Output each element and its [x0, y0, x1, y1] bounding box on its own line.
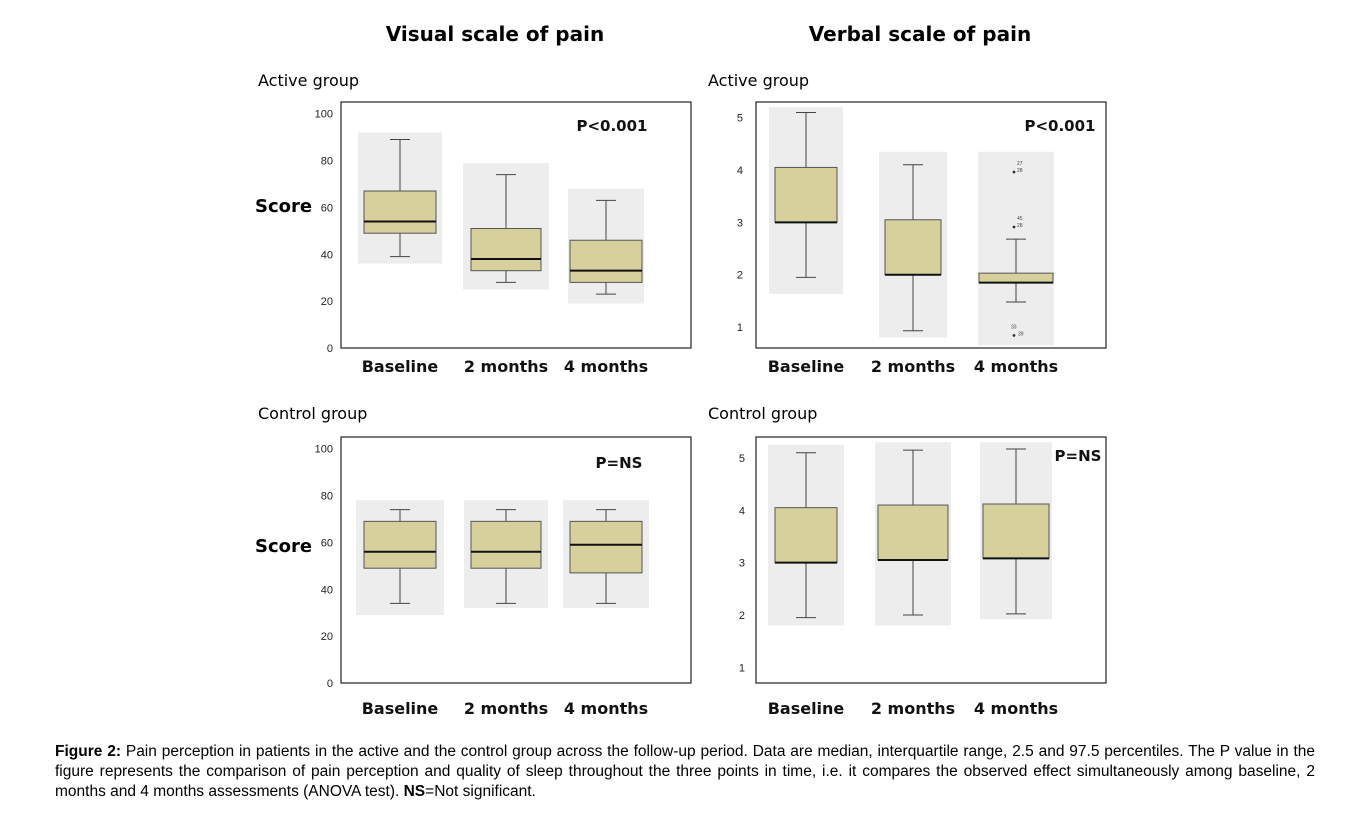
x-tick-label: 2 months [871, 357, 955, 376]
y-tick-label: 100 [315, 109, 333, 121]
plot-frame [340, 436, 692, 684]
y-tick-label: 0 [327, 678, 333, 690]
p-value-annotation: P=NS [1055, 447, 1102, 465]
caption-ns-label: NS [403, 783, 426, 800]
box-range-band [875, 442, 951, 626]
outlier-point [1012, 333, 1016, 337]
box-range-band [769, 107, 843, 295]
p-value-annotation: P=NS [596, 454, 643, 472]
y-tick-label: 4 [739, 505, 745, 517]
y-tick-label: 4 [737, 165, 743, 177]
y-tick-label: 2 [737, 270, 743, 282]
x-tick-label: 4 months [974, 357, 1058, 376]
x-tick-label: 4 months [564, 699, 648, 718]
outlier-label: 28 [1017, 168, 1023, 174]
box-range-band [463, 162, 549, 290]
y-tick-label: 1 [739, 662, 745, 674]
p-value-annotation: P<0.001 [576, 117, 647, 135]
box-range-band [563, 500, 649, 609]
outlier-label: 28 [1017, 223, 1023, 229]
box-range-band [768, 444, 844, 626]
y-tick-label: 80 [321, 156, 333, 168]
outlier-point [1012, 170, 1016, 174]
outlier-label: 45 [1017, 216, 1023, 222]
group-label-control-visual: Control group [258, 404, 368, 423]
x-tick-label: 2 months [464, 357, 548, 376]
y-tick-label: 40 [321, 584, 333, 596]
outlier-label: 33 [1011, 324, 1017, 330]
caption-label: Figure 2: [55, 743, 121, 760]
y-axis-label-control: Score [255, 536, 313, 557]
box-iqr [774, 507, 838, 564]
x-tick-label: Baseline [768, 699, 845, 718]
plot-frame [340, 101, 692, 349]
box-range-band [358, 132, 442, 264]
box-range-band [980, 442, 1052, 620]
box-iqr [978, 272, 1054, 284]
box-iqr [470, 228, 542, 272]
y-tick-label: 60 [321, 202, 333, 214]
plot-frame [755, 101, 1107, 349]
y-tick-label: 20 [321, 296, 333, 308]
group-label-control-verbal: Control group [708, 404, 818, 423]
box-range-band [978, 151, 1054, 346]
p-value-annotation: P<0.001 [1024, 117, 1095, 135]
box-iqr [569, 520, 643, 574]
box-iqr [774, 166, 838, 223]
y-tick-label: 3 [739, 558, 745, 570]
box-range-band [356, 500, 444, 616]
caption-ns-text: =Not significant. [425, 783, 536, 800]
title-visual-scale: Visual scale of pain [385, 22, 605, 46]
x-tick-label: Baseline [768, 357, 845, 376]
group-label-active-verbal: Active group [708, 71, 810, 90]
y-tick-label: 0 [327, 343, 333, 355]
box-iqr [982, 503, 1050, 559]
x-tick-label: 4 months [564, 357, 648, 376]
y-axis-label-active: Score [255, 196, 313, 217]
box-range-band [879, 151, 947, 338]
box-iqr [470, 520, 542, 569]
plot-frame [755, 436, 1107, 684]
caption-text: Pain perception in patients in the activ… [55, 743, 1315, 800]
y-tick-label: 100 [315, 444, 333, 456]
box-iqr [569, 239, 643, 283]
outlier-label: 27 [1017, 161, 1023, 167]
x-tick-label: 4 months [974, 699, 1058, 718]
figure-caption: Figure 2: Pain perception in patients in… [55, 742, 1315, 802]
y-tick-label: 3 [737, 217, 743, 229]
box-iqr [877, 504, 949, 561]
group-label-active-visual: Active group [258, 71, 360, 90]
box-iqr [363, 190, 437, 234]
x-tick-label: 2 months [871, 699, 955, 718]
y-tick-label: 80 [321, 491, 333, 503]
title-verbal-scale: Verbal scale of pain [808, 22, 1032, 46]
box-range-band [568, 188, 644, 304]
box-iqr [884, 219, 942, 276]
y-tick-label: 1 [737, 322, 743, 334]
x-tick-label: Baseline [362, 699, 439, 718]
x-tick-label: Baseline [362, 357, 439, 376]
x-tick-label: 2 months [464, 699, 548, 718]
box-range-band [464, 500, 548, 609]
y-tick-label: 60 [321, 537, 333, 549]
y-tick-label: 20 [321, 631, 333, 643]
y-tick-label: 40 [321, 249, 333, 261]
outlier-label: 39 [1018, 331, 1024, 337]
outlier-point [1012, 225, 1016, 229]
y-tick-label: 5 [739, 453, 745, 465]
y-tick-label: 2 [739, 610, 745, 622]
y-tick-label: 5 [737, 113, 743, 125]
box-iqr [363, 520, 437, 569]
